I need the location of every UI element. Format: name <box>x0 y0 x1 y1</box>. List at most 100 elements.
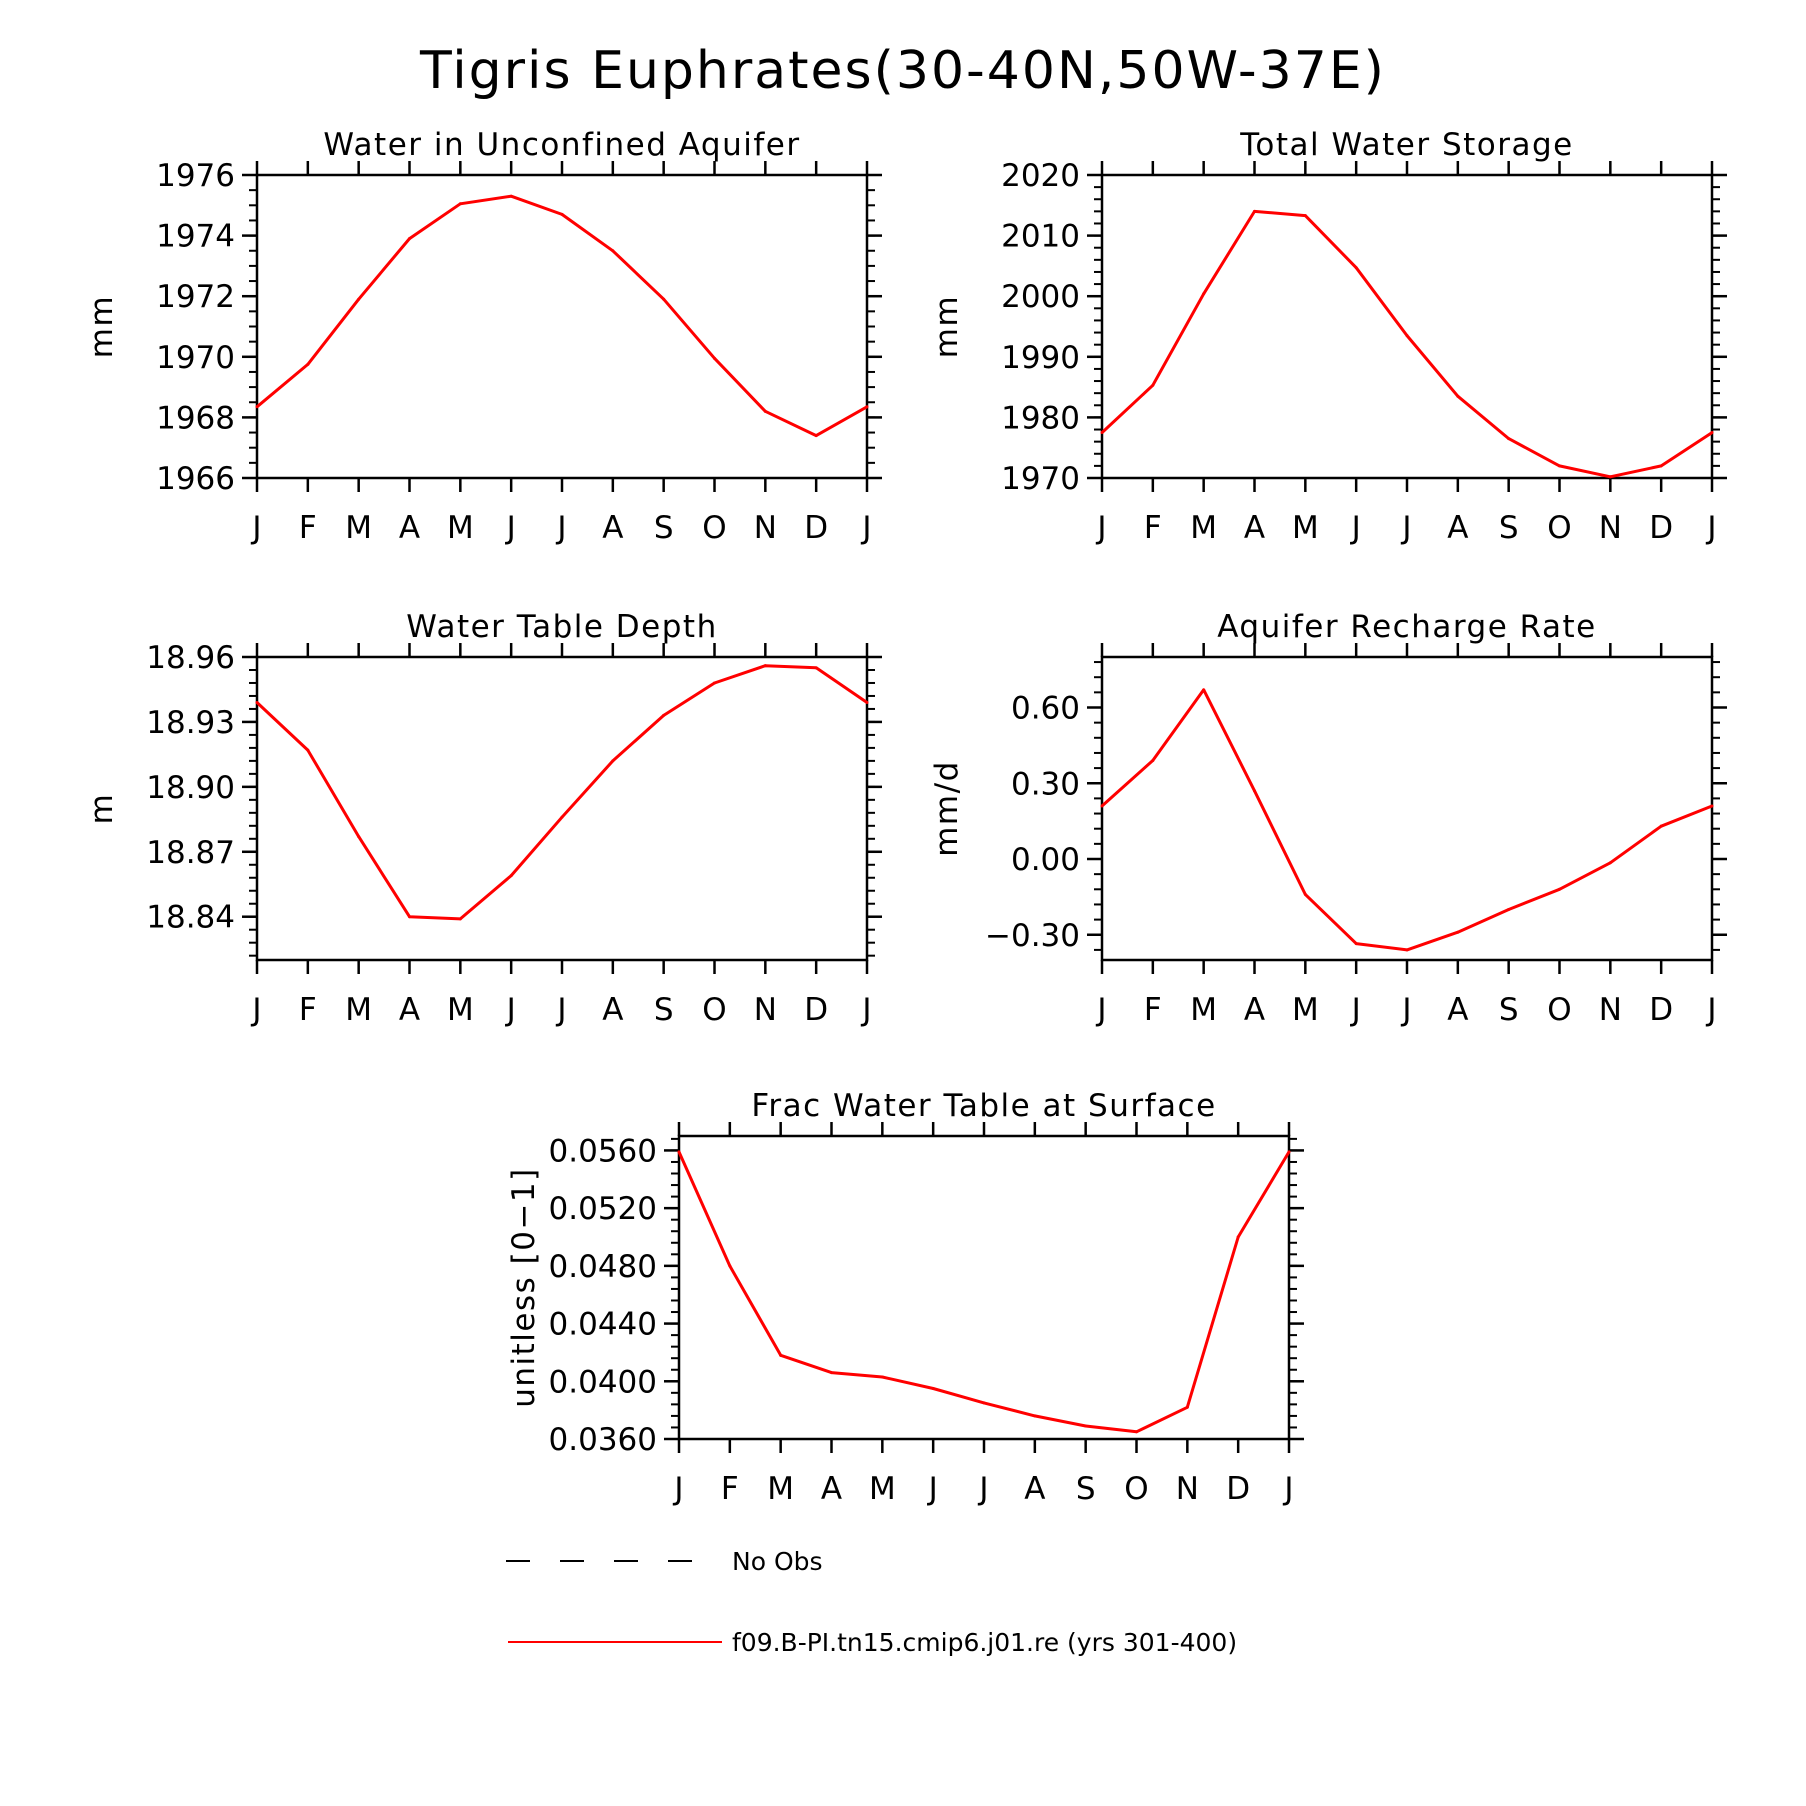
x-tick-label: A <box>399 992 420 1028</box>
x-tick-label: D <box>1226 1471 1250 1507</box>
x-tick-label: J <box>1400 992 1411 1028</box>
x-tick-label: A <box>1024 1471 1045 1507</box>
data-point <box>1710 431 1714 435</box>
y-axis-title: mm <box>929 295 965 358</box>
x-tick-label: J <box>860 510 871 546</box>
y-tick-label: 0.0480 <box>549 1249 657 1285</box>
data-point <box>1185 1405 1189 1409</box>
x-tick-label: O <box>702 510 726 546</box>
y-axis-title: mm/d <box>929 760 965 857</box>
y-tick-label: 0.0520 <box>549 1191 657 1227</box>
x-tick-label: J <box>1350 992 1361 1028</box>
y-tick-label: 2000 <box>1001 279 1080 315</box>
data-point <box>1151 759 1155 763</box>
data-point <box>1100 804 1104 808</box>
panel-title: Water in Unconfined Aquifer <box>323 127 800 163</box>
y-tick-label: 1974 <box>156 219 235 255</box>
x-tick-label: S <box>1499 510 1519 546</box>
series-line <box>677 1151 1291 1434</box>
chart-panels: J F M A M J J A S O N D J196619681970197219741976Wat… <box>84 127 1727 1507</box>
x-tick-label: J <box>250 510 261 546</box>
data-point <box>931 1387 935 1390</box>
x-tick-label: J <box>1282 1471 1293 1507</box>
chart-panel-1: J F M A M J J A S O N D J196619681970197219741976Wat… <box>84 127 882 546</box>
data-point <box>1710 804 1714 808</box>
data-point <box>1135 1430 1138 1434</box>
data-point <box>1287 1150 1291 1154</box>
x-tick-label: M <box>1292 992 1319 1028</box>
data-point <box>1303 214 1307 218</box>
data-point <box>1303 892 1307 896</box>
x-tick-label: D <box>804 510 828 546</box>
data-point <box>677 1150 681 1154</box>
x-tick-label: J <box>672 1471 683 1507</box>
y-axis-title: unitless [0−1] <box>506 1167 542 1408</box>
x-tick-label: O <box>1547 992 1571 1028</box>
x-tick-label: A <box>602 510 623 546</box>
y-tick-label: 18.96 <box>146 640 235 676</box>
y-tick-label: 1970 <box>156 340 235 376</box>
data-point <box>1608 475 1612 479</box>
x-tick-label: O <box>1124 1471 1148 1507</box>
legend: No Obs f09.B-PI.tn15.cmip6.j01.re (yrs 3… <box>506 1547 1237 1657</box>
x-tick-label: J <box>860 992 871 1028</box>
data-point <box>763 664 767 668</box>
data-point <box>1507 908 1511 911</box>
x-tick-label: M <box>1292 510 1319 546</box>
data-point <box>814 666 818 670</box>
x-tick-label: S <box>654 992 674 1028</box>
x-tick-label: N <box>754 992 777 1028</box>
y-tick-label: 0.0360 <box>549 1422 657 1458</box>
data-point <box>1558 464 1561 468</box>
x-tick-label: M <box>1190 992 1217 1028</box>
data-point <box>1354 942 1358 946</box>
panel-title: Water Table Depth <box>406 609 717 645</box>
data-point <box>982 1401 986 1405</box>
x-tick-label: M <box>869 1471 896 1507</box>
x-tick-label: O <box>702 992 726 1028</box>
data-point <box>611 249 615 253</box>
x-tick-label: J <box>1705 992 1716 1028</box>
y-axis-title: m <box>84 793 120 825</box>
y-tick-label: 0.0400 <box>549 1364 657 1400</box>
x-tick-label: J <box>1705 510 1716 546</box>
y-tick-label: 1968 <box>156 400 235 436</box>
data-point <box>662 713 666 717</box>
chart-panel-2: J F M A M J J A S O N D J197019801990200020102020Tot… <box>929 127 1727 546</box>
data-point <box>814 434 818 438</box>
y-tick-label: 2010 <box>1001 219 1080 255</box>
x-tick-label: F <box>299 510 317 546</box>
data-point <box>1558 887 1561 891</box>
y-tick-label: −0.30 <box>985 918 1080 954</box>
y-tick-label: 18.90 <box>146 770 235 806</box>
y-tick-label: 1972 <box>156 279 235 315</box>
x-tick-label: M <box>447 510 474 546</box>
data-point <box>1151 383 1155 387</box>
y-tick-label: 0.30 <box>1011 766 1080 802</box>
x-tick-label: O <box>1547 510 1571 546</box>
x-tick-label: N <box>1599 510 1622 546</box>
data-point <box>255 700 259 704</box>
panel-title: Frac Water Table at Surface <box>751 1088 1216 1124</box>
data-point <box>458 917 462 921</box>
data-point <box>1202 292 1206 296</box>
legend-model-label: f09.B-PI.tn15.cmip6.j01.re (yrs 301-400) <box>732 1628 1237 1657</box>
x-tick-label: N <box>1176 1471 1199 1507</box>
data-point <box>408 915 411 919</box>
y-tick-label: 0.00 <box>1011 842 1080 878</box>
x-tick-label: A <box>1244 992 1265 1028</box>
data-point <box>357 297 361 301</box>
data-point <box>1507 437 1511 441</box>
y-tick-label: 0.0440 <box>549 1307 657 1343</box>
panel-title: Aquifer Recharge Rate <box>1217 609 1596 645</box>
y-tick-label: 2020 <box>1001 158 1080 194</box>
x-tick-label: S <box>1499 992 1519 1028</box>
series-line <box>1100 209 1713 479</box>
data-point <box>865 405 869 409</box>
data-point <box>1354 266 1358 270</box>
x-tick-label: M <box>345 510 372 546</box>
y-tick-label: 1966 <box>156 461 235 497</box>
data-point <box>1456 930 1460 934</box>
x-tick-label: D <box>804 992 828 1028</box>
